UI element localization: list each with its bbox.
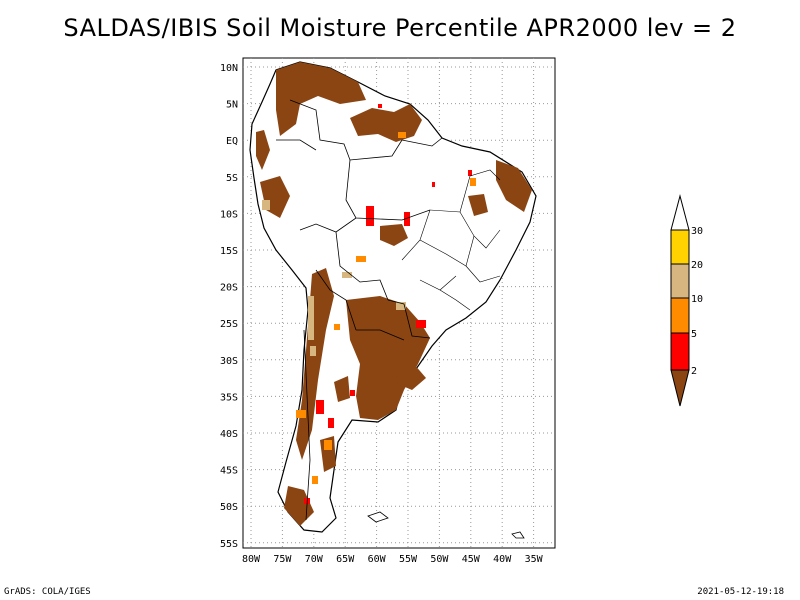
lat-label: 5N (226, 100, 238, 111)
lat-label: EQ (226, 136, 238, 147)
colorbar-5-10 (670, 297, 690, 334)
lat-label: 30S (220, 356, 238, 367)
lat-label: 35S (220, 392, 238, 403)
longitude-labels: 80W 75W 70W 65W 60W 55W 50W 45W 40W 35W (242, 554, 544, 565)
plot-frame (242, 57, 556, 549)
lon-label: 55W (399, 554, 418, 565)
lon-label: 75W (273, 554, 292, 565)
footer-timestamp: 2021-05-12-19:18 (697, 587, 784, 597)
colorbar-bottom-triangle (670, 369, 690, 407)
lon-label: 35W (525, 554, 544, 565)
lat-label: 20S (220, 283, 238, 294)
lat-label: 50S (220, 502, 238, 513)
lat-label: 15S (220, 246, 238, 257)
lon-label: 65W (336, 554, 355, 565)
colorbar-label-5: 5 (691, 329, 697, 340)
islands (367, 511, 525, 539)
land-area (249, 61, 537, 533)
lon-label: 45W (462, 554, 481, 565)
colorbar-20-30 (670, 229, 690, 265)
colorbar-label-20: 20 (691, 260, 703, 271)
lat-label: 25S (220, 319, 238, 330)
latitude-labels: 10N 5N EQ 5S 10S 15S 20S 25S 30S 35S 40S 45S 50S 55S (220, 63, 238, 550)
lat-label: 45S (220, 466, 238, 477)
state-borders (401, 169, 501, 311)
colorbar-label-2: 2 (691, 366, 697, 377)
colorbar: 30 20 10 5 2 (670, 194, 703, 407)
colorbar-top-triangle (670, 194, 690, 231)
colorbar-label-10: 10 (691, 294, 703, 305)
lon-label: 80W (242, 554, 261, 565)
lon-label: 40W (493, 554, 512, 565)
lon-label: 60W (368, 554, 387, 565)
lat-label: 5S (226, 173, 238, 184)
lat-label: 55S (220, 539, 238, 550)
colorbar-2-5 (670, 332, 690, 371)
footer-credit: GrADS: COLA/IGES (4, 587, 91, 597)
percentile-5-10-regions (296, 132, 476, 484)
lat-label: 40S (220, 429, 238, 440)
country-borders (276, 99, 443, 521)
colorbar-10-20 (670, 263, 690, 299)
lon-label: 50W (430, 554, 449, 565)
percentile-10-20-regions (262, 200, 406, 356)
lon-label: 70W (305, 554, 324, 565)
chart-title: SALDAS/IBIS Soil Moisture Percentile APR… (63, 14, 737, 42)
colorbar-label-30: 30 (691, 226, 703, 237)
lat-label: 10S (220, 209, 238, 220)
lat-label: 10N (220, 63, 238, 74)
